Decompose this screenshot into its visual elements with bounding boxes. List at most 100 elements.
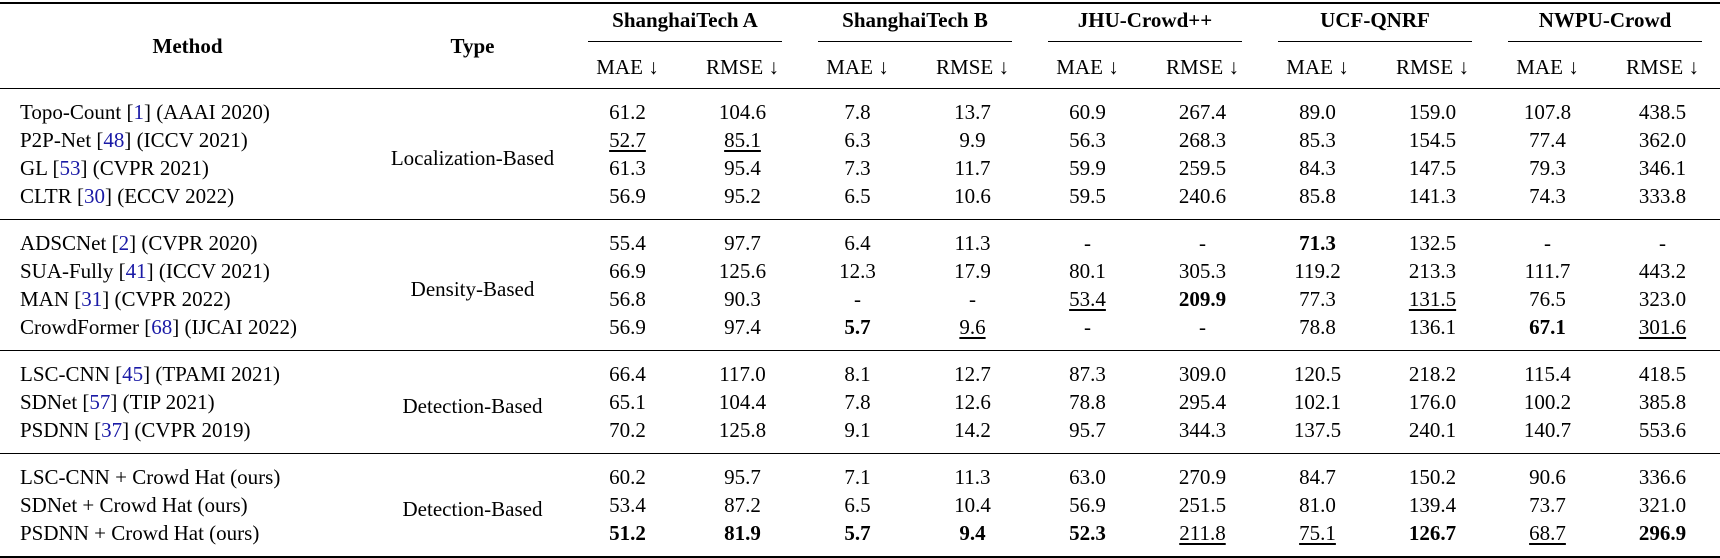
- value: 136.1: [1408, 314, 1457, 339]
- value: 295.4: [1178, 389, 1227, 414]
- value-cell: 12.6: [915, 388, 1030, 416]
- method-cell: SDNet + Crowd Hat (ours): [0, 491, 375, 519]
- value-cell: 14.2: [915, 416, 1030, 454]
- value: 11.7: [954, 155, 991, 180]
- value: 259.5: [1178, 155, 1227, 180]
- value: 309.0: [1178, 361, 1227, 386]
- metric-header: MAE ↓: [1056, 54, 1119, 79]
- method-venue: ] (TIP 2021): [110, 389, 215, 414]
- value-cell: 17.9: [915, 257, 1030, 285]
- value: 553.6: [1638, 417, 1687, 442]
- value: -: [1544, 230, 1551, 255]
- citation[interactable]: 53: [59, 155, 81, 180]
- value: -: [1199, 230, 1206, 255]
- method-name: CrowdFormer [: [20, 314, 152, 339]
- value: 81.0: [1299, 492, 1336, 517]
- citation[interactable]: 2: [118, 230, 130, 255]
- value: 51.2: [609, 520, 646, 545]
- value-cell: 7.3: [800, 154, 915, 182]
- table-row: SUA-Fully [41] (ICCV 2021) 66.9 125.6 12.3 1…: [0, 257, 1720, 285]
- value-cell: 150.2: [1375, 454, 1490, 492]
- value-cell: 84.3: [1260, 154, 1375, 182]
- method-venue: ] (IJCAI 2022): [172, 314, 298, 339]
- value-cell: 333.8: [1605, 182, 1720, 220]
- value: 68.7: [1529, 520, 1566, 545]
- value: 7.3: [844, 155, 871, 180]
- citation[interactable]: 57: [89, 389, 111, 414]
- value: 60.2: [609, 464, 646, 489]
- value: 55.4: [609, 230, 646, 255]
- method-name: ADSCNet [: [20, 230, 119, 255]
- value: 115.4: [1524, 361, 1571, 386]
- value-cell: 89.0: [1260, 89, 1375, 127]
- table-row: SDNet [57] (TIP 2021) 65.1 104.4 7.8 12.6 78.…: [0, 388, 1720, 416]
- value: 8.1: [844, 361, 871, 386]
- method-name: LSC-CNN + Crowd Hat (ours): [20, 464, 281, 489]
- citation[interactable]: 30: [83, 183, 105, 208]
- value-cell: 126.7: [1375, 519, 1490, 557]
- method-cell: SUA-Fully [41] (ICCV 2021): [0, 257, 375, 285]
- value: 87.3: [1069, 361, 1106, 386]
- method-cell: CLTR [30] (ECCV 2022): [0, 182, 375, 220]
- citation[interactable]: 1: [133, 99, 144, 124]
- value: 75.1: [1299, 520, 1336, 545]
- metric-header: MAE ↓: [596, 54, 659, 79]
- value: 10.4: [954, 492, 991, 517]
- value-cell: 141.3: [1375, 182, 1490, 220]
- value: 9.9: [959, 127, 986, 152]
- method-name: MAN [: [20, 286, 82, 311]
- value-cell: 63.0: [1030, 454, 1145, 492]
- table-row: P2P-Net [48] (ICCV 2021) 52.7 85.1 6.3 9.9 56…: [0, 126, 1720, 154]
- value-cell: 301.6: [1605, 313, 1720, 351]
- value-cell: 56.9: [570, 182, 685, 220]
- method-cell: LSC-CNN + Crowd Hat (ours): [0, 454, 375, 492]
- method-venue: ] (AAAI 2020): [143, 99, 270, 124]
- value-cell: -: [915, 285, 1030, 313]
- table-row: Topo-Count [1] (AAAI 2020) Localization-B…: [0, 89, 1720, 171]
- value: 10.6: [954, 183, 991, 208]
- value-cell: 61.3: [570, 154, 685, 182]
- value: 117.0: [719, 361, 766, 386]
- value: 7.8: [844, 389, 871, 414]
- table-row: LSC-CNN [45] (TPAMI 2021) Detection-Based…: [0, 351, 1720, 419]
- value-cell: 139.4: [1375, 491, 1490, 519]
- value-cell: 120.5: [1260, 351, 1375, 389]
- value-cell: 111.7: [1490, 257, 1605, 285]
- table-row: GL [53] (CVPR 2021) 61.3 95.4 7.3 11.7 59.9 25…: [0, 154, 1720, 182]
- value: 333.8: [1638, 183, 1687, 208]
- value-cell: 12.7: [915, 351, 1030, 389]
- value-cell: 56.9: [1030, 491, 1145, 519]
- value-cell: 131.5: [1375, 285, 1490, 313]
- value: 56.9: [609, 183, 646, 208]
- citation[interactable]: 37: [101, 417, 123, 442]
- value-cell: 218.2: [1375, 351, 1490, 389]
- value: 56.9: [609, 314, 646, 339]
- value-cell: 6.5: [800, 491, 915, 519]
- value-cell: 81.9: [685, 519, 800, 557]
- dataset-name: NWPU-Crowd: [1508, 8, 1702, 42]
- citation[interactable]: 41: [125, 258, 147, 283]
- table-row: LSC-CNN + Crowd Hat (ours) Detection-Base…: [0, 454, 1720, 522]
- type-cell: Density-Based: [410, 277, 535, 301]
- value-cell: 321.0: [1605, 491, 1720, 519]
- citation[interactable]: 45: [122, 361, 144, 386]
- value: 6.4: [844, 230, 871, 255]
- value: 14.2: [954, 417, 991, 442]
- method-cell: SDNet [57] (TIP 2021): [0, 388, 375, 416]
- value: -: [1084, 230, 1091, 255]
- value-cell: 251.5: [1145, 491, 1260, 519]
- value-cell: 66.9: [570, 257, 685, 285]
- type-cell: Detection-Based: [402, 394, 543, 418]
- value-cell: 52.7: [570, 126, 685, 154]
- value-cell: 132.5: [1375, 220, 1490, 258]
- dataset-header: NWPU-Crowd: [1490, 3, 1720, 46]
- citation[interactable]: 68: [151, 314, 173, 339]
- citation[interactable]: 48: [103, 127, 125, 152]
- value-cell: 213.3: [1375, 257, 1490, 285]
- value-cell: -: [1145, 313, 1260, 351]
- value-cell: 59.5: [1030, 182, 1145, 220]
- method-name: Topo-Count [: [20, 99, 134, 124]
- value-cell: 9.9: [915, 126, 1030, 154]
- citation[interactable]: 31: [81, 286, 103, 311]
- value: 59.5: [1069, 183, 1106, 208]
